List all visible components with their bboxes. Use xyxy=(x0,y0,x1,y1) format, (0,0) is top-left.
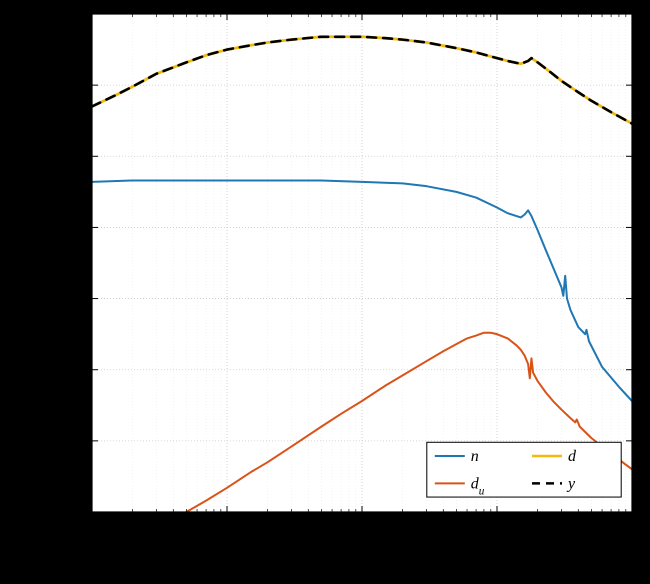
y-tick-label: -50 xyxy=(63,77,84,94)
chart-svg: 101102103104105-350-300-250-200-150-100-… xyxy=(0,0,650,584)
y-tick-label: 0 xyxy=(76,6,84,23)
x-axis-label: f [Hz] xyxy=(338,543,385,565)
y-axis-label: Magnitude [dB] xyxy=(13,198,35,328)
y-tick-label: -300 xyxy=(55,433,84,450)
y-tick-label: -150 xyxy=(55,219,84,236)
y-tick-label: -200 xyxy=(55,291,84,308)
y-tick-label: -250 xyxy=(55,362,84,379)
y-tick-label: -100 xyxy=(55,148,84,165)
chart-figure: 101102103104105-350-300-250-200-150-100-… xyxy=(0,0,650,584)
y-tick-label: -350 xyxy=(55,504,84,521)
legend-label: n xyxy=(471,448,479,465)
legend: ndduy xyxy=(427,442,621,497)
legend-label: y xyxy=(566,475,576,492)
legend-label: d xyxy=(568,448,577,465)
